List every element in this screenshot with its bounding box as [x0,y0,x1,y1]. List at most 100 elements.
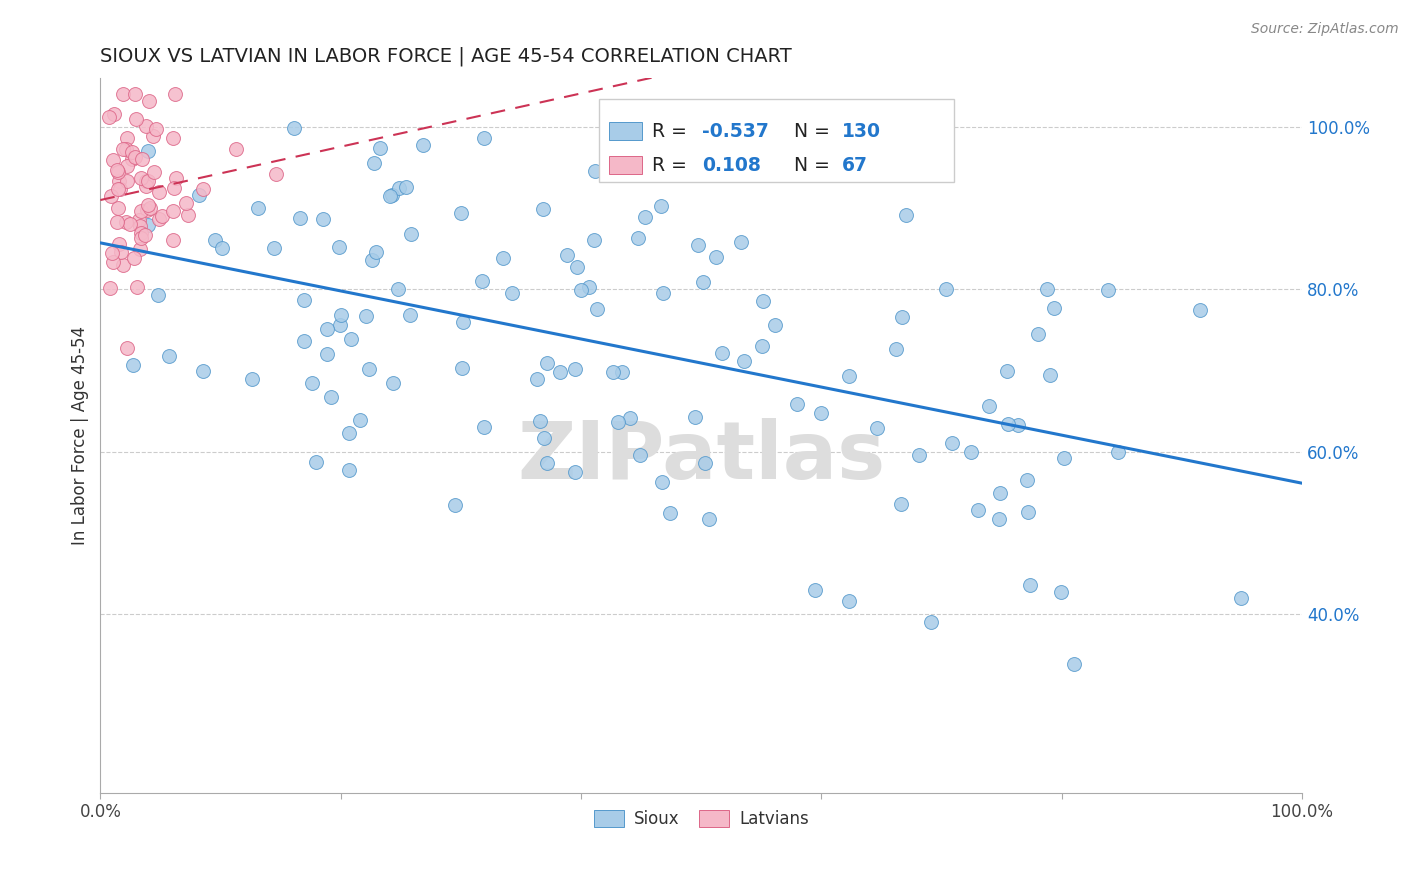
Point [472,420,495,434]
Point [263,241,285,255]
Point [337,425,360,440]
Point [100,189,122,203]
Point [997,417,1019,432]
Point [361,252,384,267]
Point [129,171,152,186]
Point [108,182,131,196]
Point [135,174,157,188]
Point [804,582,827,597]
Point [240,371,263,385]
Point [382,376,405,390]
Point [124,150,146,164]
Point [145,121,167,136]
Text: N =: N = [794,122,835,141]
Point [866,421,889,435]
Point [1052,450,1074,465]
Point [492,251,515,265]
Point [470,274,492,288]
Point [165,87,187,102]
Point [139,201,162,215]
Point [619,410,641,425]
Point [450,206,472,220]
Point [329,318,352,332]
Point [387,282,409,296]
Point [142,128,165,143]
Point [612,365,634,379]
Point [920,615,942,629]
Point [191,182,214,196]
Text: R =: R = [652,156,693,176]
Point [162,130,184,145]
Point [115,130,138,145]
Point [557,248,579,262]
Point [995,364,1018,378]
Text: N =: N = [794,156,835,176]
Text: Source: ZipAtlas.com: Source: ZipAtlas.com [1251,22,1399,37]
Text: 130: 130 [842,122,880,141]
Point [136,198,159,212]
Point [146,288,169,302]
Point [364,244,387,259]
Point [501,285,523,300]
Point [607,415,630,429]
Point [633,210,655,224]
Point [136,174,159,188]
Point [564,362,586,376]
Point [536,456,558,470]
Point [225,142,247,156]
Y-axis label: In Labor Force | Age 45-54: In Labor Force | Age 45-54 [72,326,89,545]
Point [204,233,226,247]
Point [134,227,156,242]
Point [835,128,858,143]
Point [107,201,129,215]
Point [121,152,143,166]
Point [115,142,138,156]
Point [453,315,475,329]
FancyBboxPatch shape [599,99,953,182]
Point [111,87,134,102]
Point [884,342,907,356]
Point [148,212,170,227]
Point [115,174,138,188]
Point [246,202,269,216]
Point [312,211,335,226]
Point [340,332,363,346]
Point [107,165,129,179]
Point [388,180,411,194]
Point [135,119,157,133]
Point [651,285,673,300]
Point [526,372,548,386]
Point [107,181,129,195]
Point [890,310,912,324]
Point [751,293,773,308]
Point [162,204,184,219]
Point [967,503,990,517]
Point [1018,577,1040,591]
Point [191,364,214,378]
Point [626,230,648,244]
Point [165,171,187,186]
Point [264,167,287,181]
Point [908,449,931,463]
Point [97,110,120,124]
Point [531,202,554,216]
Text: 67: 67 [842,156,868,176]
Point [380,188,402,202]
Point [810,406,832,420]
Point [124,252,146,266]
Point [529,413,551,427]
Point [128,212,150,227]
Point [150,209,173,223]
Point [1107,445,1129,459]
Point [129,219,152,234]
Point [187,188,209,202]
Point [1039,368,1062,382]
Point [786,397,808,411]
Point [292,334,315,348]
Point [128,242,150,256]
Point [357,362,380,376]
Point [120,217,142,231]
Point [474,131,496,145]
Point [650,199,672,213]
Point [1230,591,1253,606]
